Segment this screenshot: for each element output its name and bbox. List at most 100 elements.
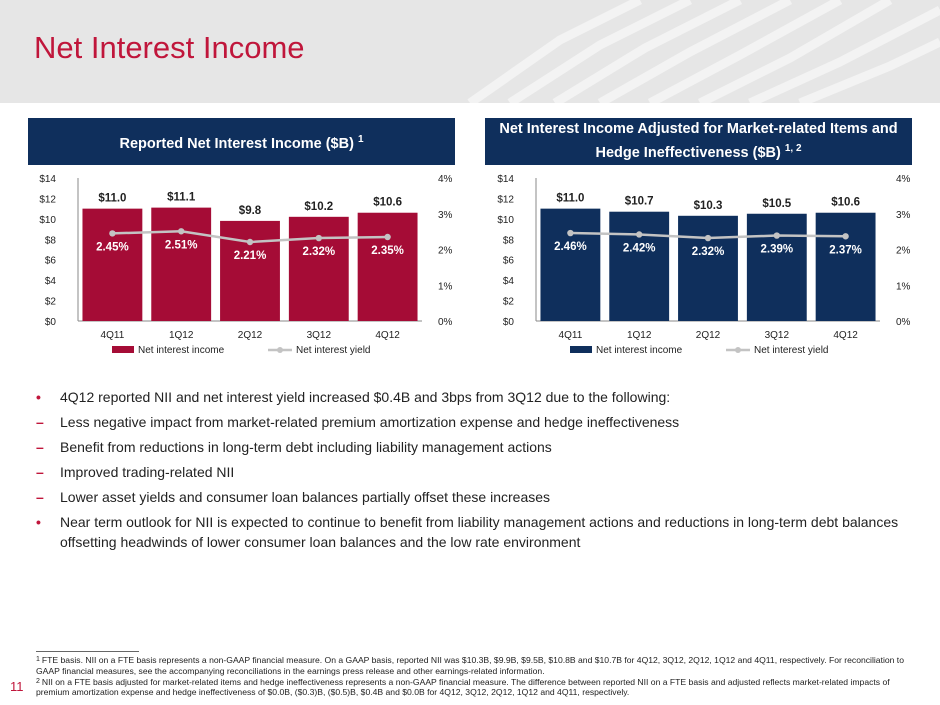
sub-bullet-item: – Improved trading-related NII [36,462,906,482]
bullet-text: Less negative impact from market-related… [60,414,680,430]
bullet-marker: • [36,389,41,405]
right-panel-footnote-ref: 1, 2 [784,143,802,155]
bullet-list: • 4Q12 reported NII and net interest yiel… [36,387,906,557]
yield-value-label: 2.42% [623,242,656,254]
bar [220,220,280,321]
bullet-text: 4Q12 reported NII and net interest yield… [60,389,671,405]
x-tick-label: 4Q11 [559,330,583,341]
y-tick-label: $2 [45,297,57,308]
yield-marker [704,234,712,242]
bar [815,212,876,321]
footnote-number: 2 [36,677,40,685]
x-tick-label: 2Q12 [238,330,263,341]
right-panel-title: Net Interest Income Adjusted for Market-… [485,118,912,165]
bar [540,208,601,321]
page-title: Net Interest Income [34,30,305,65]
dash-marker: – [36,414,44,430]
y-tick-label: $4 [503,276,515,287]
yield-value-label: 2.35% [371,245,404,257]
yield-marker [109,230,116,237]
y2-tick-label: 2% [896,246,911,257]
bar-value-label: $10.6 [373,197,402,209]
y-tick-label: $8 [503,235,515,246]
legend-line-marker [277,347,283,353]
x-tick-label: 1Q12 [169,330,194,341]
sub-bullet-item: – Lower asset yields and consumer loan ba… [36,487,906,507]
yield-value-label: 2.39% [760,244,793,256]
bullet-text: Benefit from reductions in long-term deb… [60,439,552,455]
x-tick-label: 2Q12 [696,330,721,341]
bar-value-label: $9.8 [239,205,262,217]
bar [746,213,807,321]
y-tick-label: $10 [39,215,56,226]
bar [609,211,670,321]
y2-tick-label: 2% [438,246,453,257]
chart-legend: Net interest income Net interest yield [570,345,828,356]
yield-value-label: 2.37% [829,244,862,256]
bar-value-label: $11.1 [167,192,196,204]
y-tick-label: $14 [497,174,514,185]
sub-bullet-item: – Less negative impact from market-relate… [36,412,906,432]
y-tick-label: $0 [503,317,515,328]
y2-tick-label: 4% [896,174,911,185]
bullet-text: Improved trading-related NII [60,464,235,480]
y-tick-label: $6 [503,256,515,267]
y-tick-label: $12 [497,194,514,205]
y2-tick-label: 0% [438,317,453,328]
yield-value-label: 2.21% [234,250,267,262]
yield-marker [246,238,254,246]
bullet-marker: • [36,514,41,530]
footnote-2: 2 NII on a FTE basis adjusted for market-… [36,677,906,699]
yield-marker [773,232,780,239]
bullet-item: • Near term outlook for NII is expected t… [36,512,906,552]
dash-marker: – [36,464,44,480]
left-panel-title-text: Reported Net Interest Income ($B) [119,135,354,152]
bar-value-label: $10.6 [831,197,860,209]
header-banner: Net Interest Income [0,0,940,103]
chart-legend: Net interest income Net interest yield [112,345,370,356]
yield-marker [315,234,322,242]
legend-bar-swatch [570,346,592,353]
y2-tick-label: 4% [438,174,453,185]
bar [151,207,212,321]
legend-bar-label: Net interest income [138,345,225,356]
yield-marker [567,229,574,237]
y-tick-label: $12 [39,194,56,205]
bar-value-label: $11.0 [98,193,126,205]
y2-tick-label: 1% [896,281,911,292]
footnotes: 1 FTE basis. NII on a FTE basis represent… [36,655,906,698]
bar-value-label: $10.5 [762,198,791,210]
yield-marker [842,233,849,240]
yield-marker [178,228,185,235]
y2-tick-label: 0% [896,317,911,328]
adjusted-nii-chart: $0 $2 $4 $6 $8 $10 $12 $14 0% 1% 2% 3% 4% $11.0 4Q11 $1… [497,174,911,356]
bar-value-label: $11.0 [556,193,584,205]
right-panel-title-text: Net Interest Income Adjusted for Market-… [499,121,898,161]
y-tick-label: $2 [503,297,515,308]
footnote-number: 1 [36,656,40,663]
bar-value-label: $10.2 [304,201,333,213]
x-tick-label: 3Q12 [307,330,332,341]
footnote-divider [36,651,139,652]
bullet-text: Near term outlook for NII is expected to… [60,514,899,550]
yield-value-label: 2.51% [165,239,198,251]
y-tick-label: $4 [45,276,57,287]
y-tick-label: $14 [39,174,56,185]
y-tick-label: $10 [497,215,514,226]
page-number: 11 [10,679,24,694]
y-tick-label: $0 [45,317,57,328]
dash-marker: – [36,439,44,455]
y2-tick-label: 3% [896,210,911,221]
bar [357,212,418,321]
footnote-text: FTE basis. NII on a FTE basis represents… [36,655,904,676]
bar [678,215,738,321]
y2-tick-label: 3% [438,210,453,221]
reported-nii-chart: $0 $2 $4 $6 $8 $10 $12 $14 0% 1% 2% 3% 4% $11.0 4Q11 $1… [39,174,453,356]
legend-line-marker [735,347,741,353]
legend-bar-label: Net interest income [596,345,683,356]
bar-value-label: $10.7 [625,196,654,208]
y-tick-label: $6 [45,256,57,267]
bar [288,216,349,321]
x-tick-label: 4Q11 [101,330,125,341]
yield-value-label: 2.45% [96,241,129,253]
